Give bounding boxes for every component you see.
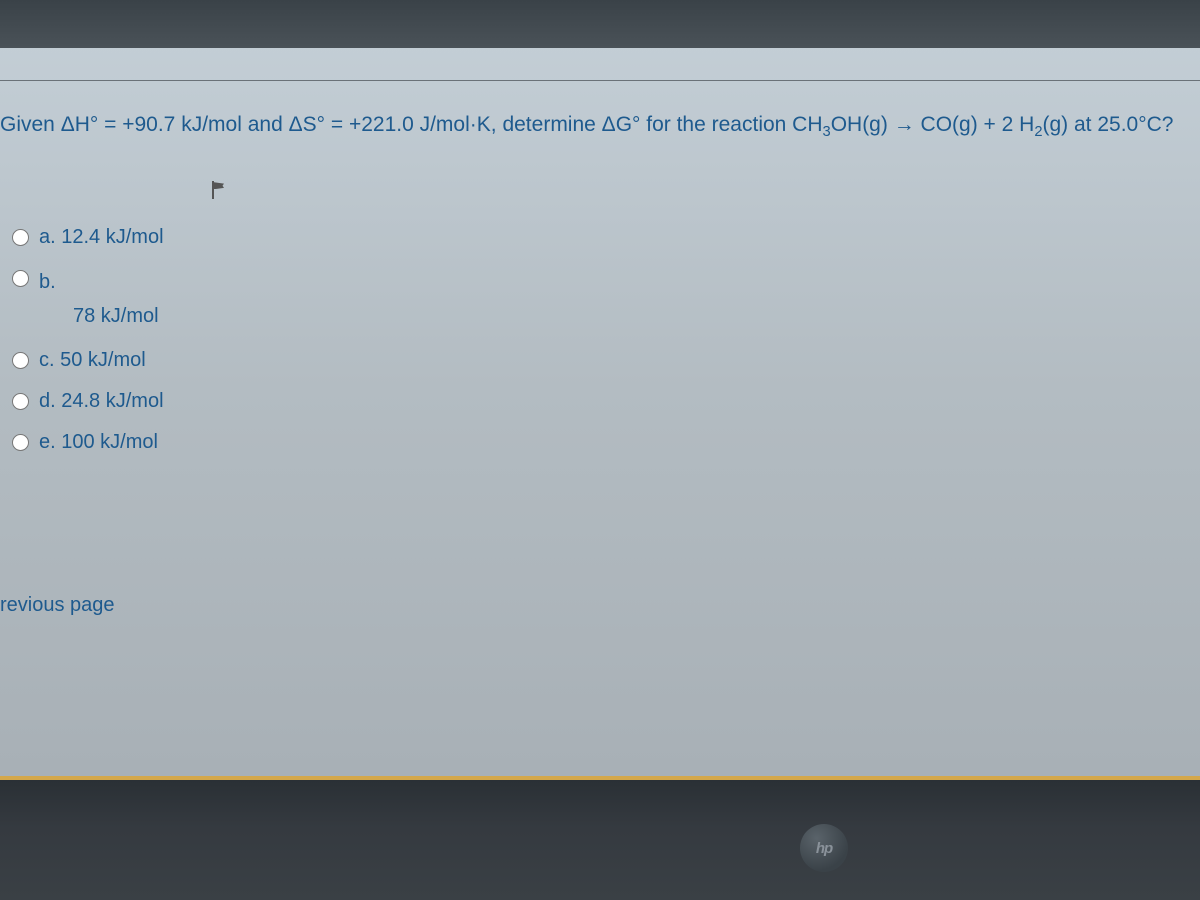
q-part: , determine ΔG° for the reaction CH [491, 113, 823, 136]
option-letter: b. [39, 271, 56, 293]
option-label: a. 12.4 kJ/mol [39, 226, 164, 249]
option-label: e. 100 kJ/mol [39, 431, 158, 454]
option-letter: e. [39, 431, 56, 453]
option-letter: a. [39, 226, 56, 248]
q-part: OH(g) → CO(g) + 2 H [831, 113, 1035, 136]
quiz-screen: Given ΔH° = +90.7 kJ/mol and ΔS° = +221.… [0, 0, 1200, 780]
option-letter: c. [39, 349, 55, 371]
radio-e[interactable] [12, 434, 29, 451]
hp-logo-text: hp [816, 840, 832, 857]
hp-logo: hp [800, 824, 848, 872]
option-text: 12.4 kJ/mol [61, 226, 163, 248]
laptop-bezel: hp [0, 780, 1200, 900]
q-dh: +90.7 kJ/mol [122, 113, 242, 136]
radio-b[interactable] [12, 270, 29, 287]
flag-icon[interactable] [210, 181, 226, 199]
question-divider [0, 80, 1200, 81]
radio-a[interactable] [12, 229, 29, 246]
option-text: 78 kJ/mol [39, 301, 159, 331]
q-sub: 3 [823, 124, 831, 140]
option-label: b. 78 kJ/mol [39, 267, 159, 331]
option-b[interactable]: b. 78 kJ/mol [12, 267, 1200, 331]
option-label: c. 50 kJ/mol [39, 349, 146, 372]
q-part: (g) at 25.0°C? [1042, 113, 1173, 136]
previous-page-link[interactable]: revious page [0, 594, 1200, 617]
option-text: 24.8 kJ/mol [61, 390, 163, 412]
option-label: d. 24.8 kJ/mol [39, 390, 164, 413]
radio-c[interactable] [12, 352, 29, 369]
option-d[interactable]: d. 24.8 kJ/mol [12, 390, 1200, 413]
answer-options: a. 12.4 kJ/mol b. 78 kJ/mol c. 50 kJ/mol [0, 226, 1200, 454]
option-text: 50 kJ/mol [60, 349, 146, 371]
option-c[interactable]: c. 50 kJ/mol [12, 349, 1200, 372]
option-text: 100 kJ/mol [61, 431, 158, 453]
q-part: and ΔS° = [242, 113, 349, 136]
option-letter: d. [39, 390, 56, 412]
question-text: Given ΔH° = +90.7 kJ/mol and ΔS° = +221.… [0, 109, 1200, 143]
option-e[interactable]: e. 100 kJ/mol [12, 431, 1200, 454]
q-ds: +221.0 J/mol·K [349, 113, 491, 136]
flag-question-row [0, 181, 1200, 204]
option-a[interactable]: a. 12.4 kJ/mol [12, 226, 1200, 249]
q-part: Given ΔH° = [0, 113, 122, 136]
radio-d[interactable] [12, 393, 29, 410]
question-content: Given ΔH° = +90.7 kJ/mol and ΔS° = +221.… [0, 80, 1200, 617]
browser-top-strip [0, 0, 1200, 48]
